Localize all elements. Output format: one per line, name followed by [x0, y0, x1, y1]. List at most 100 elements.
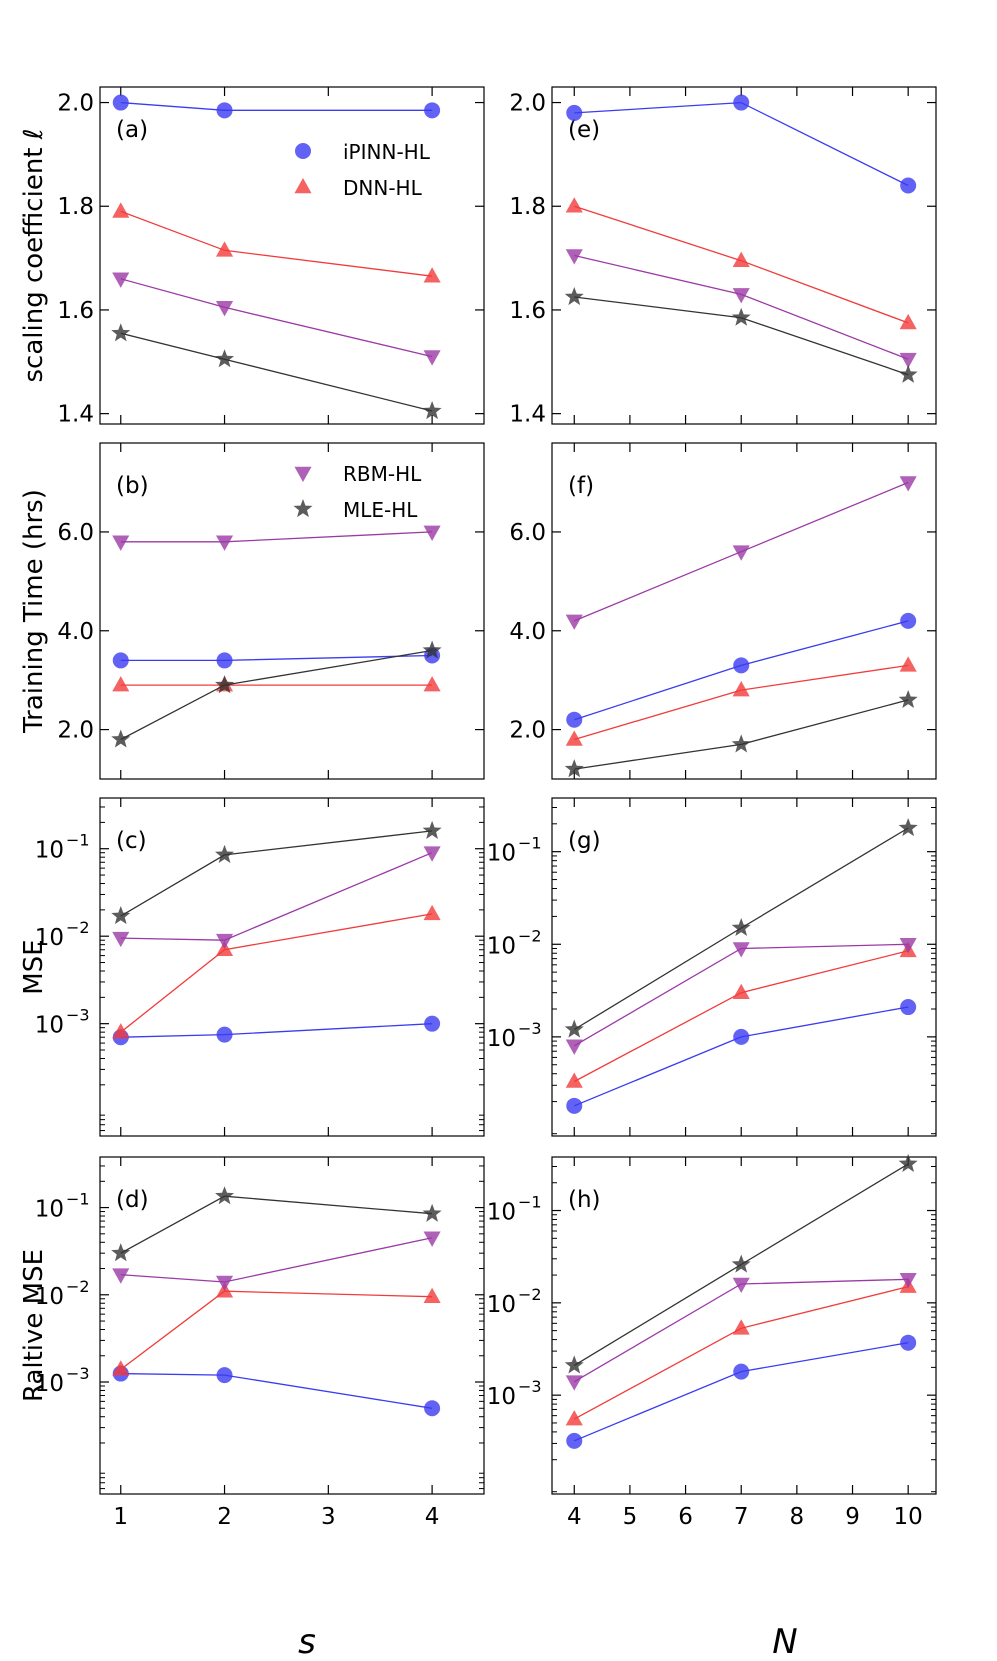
data-point-ipinn-hl	[424, 1400, 441, 1417]
data-point-rbm-hl	[732, 942, 750, 958]
legend-label-rbm-hl: RBM-HL	[343, 462, 422, 486]
y-tick-exponent-d: −3	[66, 1364, 90, 1383]
data-point-ipinn-hl	[566, 711, 583, 728]
data-point-dnn-hl	[565, 197, 583, 213]
data-point-mle-hl	[898, 818, 918, 837]
data-point-rbm-hl	[732, 288, 750, 304]
data-point-dnn-hl	[899, 656, 917, 672]
series-line-ipinn-hl	[574, 1006, 909, 1107]
panel-frame-g	[551, 797, 937, 1137]
data-point-dnn-hl	[732, 1319, 750, 1335]
x-tick-label-h: 5	[623, 1504, 638, 1530]
y-axis-label-d: Raltive MSE	[19, 1249, 49, 1402]
data-point-ipinn-hl	[733, 1363, 750, 1380]
y-tick-label-f: 2.0	[509, 718, 546, 744]
y-tick-label-e: 2.0	[509, 91, 546, 117]
data-point-ipinn-hl	[112, 94, 129, 111]
data-point-rbm-hl	[215, 301, 234, 317]
panel-label-g: (g)	[568, 828, 601, 854]
data-point-ipinn-hl	[900, 1334, 917, 1351]
data-point-rbm-hl	[423, 525, 441, 541]
data-point-rbm-hl	[112, 535, 130, 551]
data-point-rbm-hl	[112, 1268, 130, 1284]
x-tick-label-h: 10	[894, 1504, 923, 1530]
y-tick-exponent-h: −3	[518, 1377, 542, 1396]
data-point-ipinn-hl	[216, 102, 233, 119]
series-line-ipinn-hl	[120, 1023, 433, 1038]
series-line-rbm-hl	[120, 1237, 433, 1283]
data-point-mle-hl	[898, 364, 918, 383]
data-point-ipinn-hl	[424, 102, 441, 119]
y-tick-label-g: 10	[487, 1026, 516, 1052]
data-point-dnn-hl	[565, 1072, 583, 1088]
data-point-mle-hl	[564, 1355, 584, 1374]
panel-label-c: (c)	[116, 828, 147, 854]
series-line-mle-hl	[120, 830, 433, 917]
y-tick-label-a: 1.6	[57, 298, 94, 324]
y-tick-exponent-d: −1	[66, 1190, 90, 1209]
data-point-dnn-hl	[423, 676, 441, 692]
data-point-ipinn-hl	[216, 1026, 233, 1043]
data-point-mle-hl	[111, 906, 131, 925]
y-tick-exponent-c: −3	[66, 1006, 90, 1025]
data-point-mle-hl	[731, 917, 751, 937]
data-point-rbm-hl	[112, 931, 130, 948]
data-point-rbm-hl	[112, 272, 130, 288]
data-point-dnn-hl	[423, 904, 441, 921]
panel-frame-a	[99, 86, 485, 425]
series-line-ipinn-hl	[120, 1372, 433, 1409]
series-line-ipinn-hl	[120, 101, 433, 111]
panel-label-f: (f)	[568, 473, 594, 499]
panel-f: 2.0 4.0 6.0 (f)	[509, 442, 937, 780]
data-point-rbm-hl	[899, 1272, 917, 1289]
x-axis-label-s: s	[298, 1622, 316, 1661]
series-line-mle-hl	[120, 1195, 433, 1254]
data-point-rbm-hl	[215, 535, 234, 551]
series-line-rbm-hl	[120, 852, 433, 941]
legend-label-ipinn-hl: iPINN-HL	[343, 140, 431, 164]
panel-frame-b	[99, 442, 485, 780]
x-tick-label-d: 4	[425, 1504, 440, 1530]
y-axis-label-c: MSE	[19, 939, 49, 994]
data-point-dnn-hl	[732, 983, 750, 999]
y-tick-label-e: 1.6	[509, 298, 546, 324]
legend-marker-ipinn-hl	[295, 143, 311, 159]
series-line-dnn-hl	[120, 1290, 433, 1370]
data-point-mle-hl	[215, 675, 235, 694]
data-point-dnn-hl	[112, 1023, 130, 1039]
legend-top: iPINN-HL DNN-HL	[294, 140, 431, 200]
series-line-rbm-hl	[120, 531, 433, 543]
data-point-ipinn-hl	[900, 612, 917, 629]
data-point-dnn-hl	[423, 267, 441, 283]
data-point-ipinn-hl	[733, 1028, 750, 1045]
data-point-mle-hl	[215, 844, 235, 863]
panel-frame-e	[551, 86, 937, 425]
data-point-dnn-hl	[112, 676, 130, 692]
y-tick-label-c: 10	[35, 838, 64, 864]
data-point-dnn-hl	[215, 241, 234, 257]
panel-label-h: (h)	[568, 1187, 601, 1213]
data-point-rbm-hl	[423, 846, 441, 862]
data-point-mle-hl	[564, 286, 584, 306]
data-point-dnn-hl	[112, 1360, 130, 1376]
data-point-ipinn-hl	[566, 104, 583, 121]
data-point-ipinn-hl	[900, 999, 917, 1016]
y-tick-label-c: 10	[35, 925, 64, 951]
panel-e: 1.4 1.6 1.8 2.0 (e)	[509, 86, 937, 428]
y-tick-label-a: 1.4	[57, 402, 94, 428]
y-axis-label-a: scaling coefficient ℓ	[19, 129, 49, 383]
data-point-ipinn-hl	[733, 94, 750, 111]
data-point-mle-hl	[215, 349, 235, 368]
data-point-rbm-hl	[565, 1039, 583, 1055]
y-tick-label-a: 1.8	[57, 194, 94, 220]
y-tick-label-e: 1.4	[509, 402, 546, 428]
x-tick-label-h: 9	[845, 1504, 860, 1530]
data-point-dnn-hl	[565, 1410, 583, 1426]
panels-layer: 1.41.61.82.0(a)scaling coefficient ℓ1.41…	[19, 86, 937, 1530]
y-tick-label-h: 10	[487, 1200, 516, 1226]
panel-b: 2.0 4.0 6.0 (b) Training Time (hrs)	[19, 442, 485, 780]
data-point-ipinn-hl	[900, 177, 917, 194]
y-tick-label-h: 10	[487, 1292, 516, 1318]
